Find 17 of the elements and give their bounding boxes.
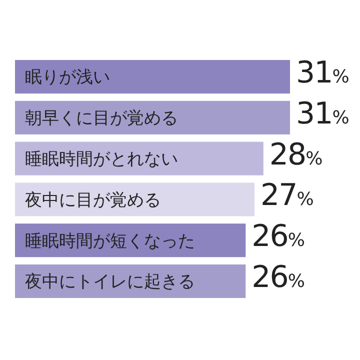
bar: [15, 182, 255, 216]
data-label: 31%: [296, 96, 350, 132]
y-tick-label: 睡眠時間が短くなった: [25, 231, 195, 252]
bar: [15, 100, 290, 134]
y-tick-label: 睡眠時間がとれない: [25, 150, 178, 170]
bar: [15, 142, 264, 176]
y-tick-label: 朝早くに目が覚める: [25, 108, 178, 129]
data-label: 26%: [252, 260, 305, 295]
y-tick-label: 眠りが浅い: [25, 68, 110, 88]
data-label: 28%: [269, 137, 323, 172]
bar: [15, 60, 290, 94]
data-label: 31%: [296, 56, 350, 91]
y-tick-label: 夜中に目が覚める: [25, 190, 161, 210]
y-tick-label: 夜中にトイレに起きる: [25, 272, 195, 292]
data-label: 26%: [252, 219, 305, 254]
bar: [15, 264, 246, 298]
data-label: 27%: [260, 178, 314, 214]
